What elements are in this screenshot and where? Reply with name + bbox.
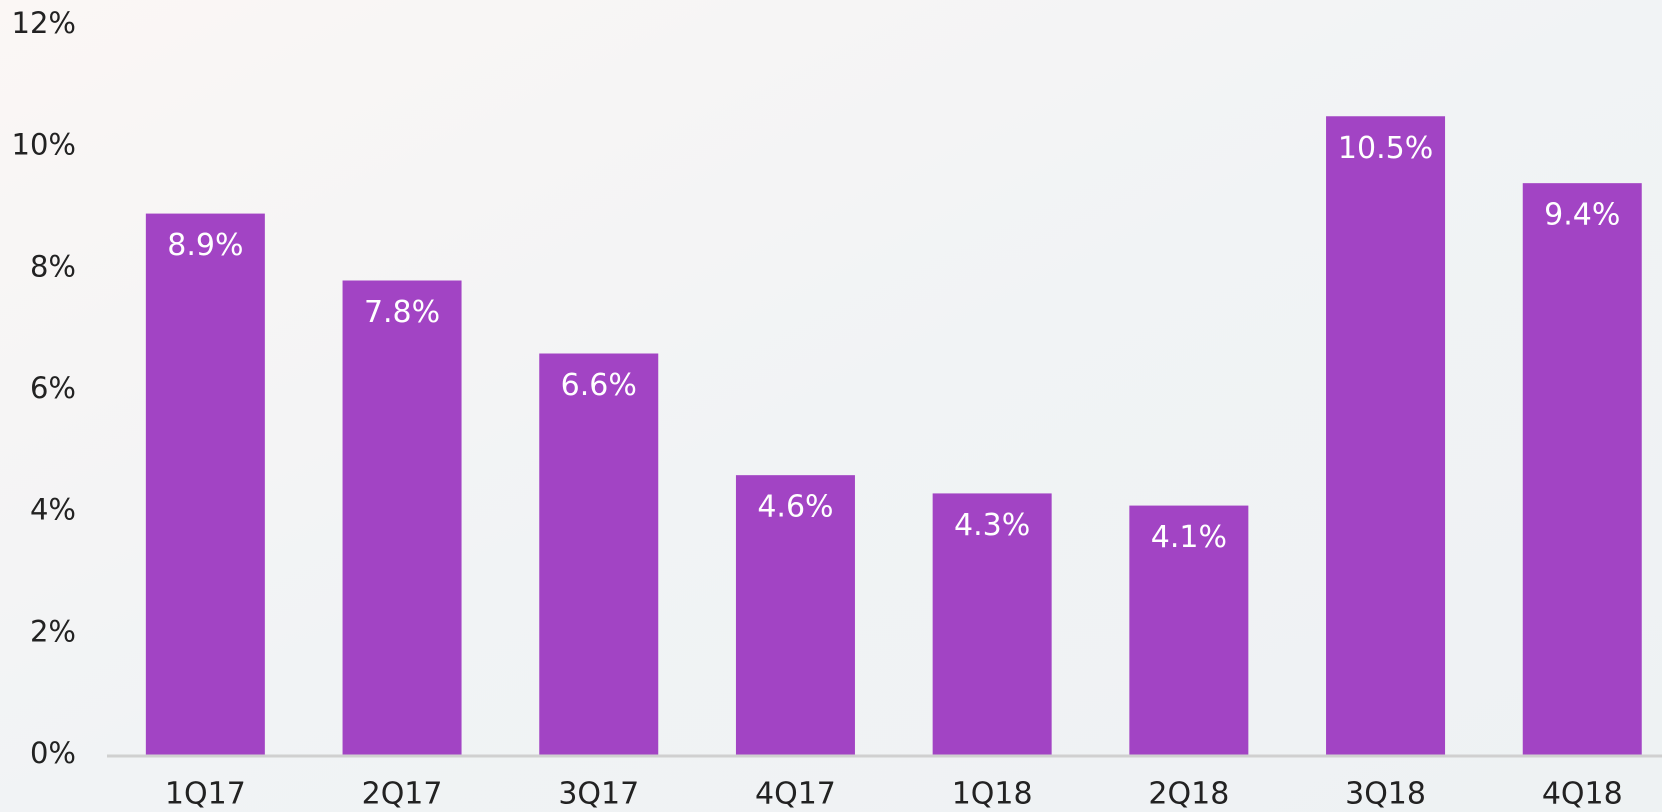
x-tick-label: 4Q17 [755, 777, 836, 812]
y-tick-label: 12% [12, 6, 76, 40]
bar [735, 475, 855, 755]
y-tick-label: 8% [30, 249, 76, 283]
y-tick-label: 2% [30, 614, 76, 648]
y-tick-label: 4% [30, 493, 76, 527]
bar [342, 280, 462, 755]
value-label: 4.3% [954, 508, 1030, 543]
value-label: 6.6% [561, 368, 637, 403]
bar [932, 493, 1052, 755]
y-tick-label: 10% [12, 128, 76, 162]
x-tick-label: 4Q18 [1542, 777, 1623, 812]
bar [1326, 116, 1446, 755]
x-tick-label: 2Q17 [362, 777, 443, 812]
y-tick-label: 0% [30, 736, 76, 770]
value-label: 10.5% [1338, 131, 1433, 166]
x-tick-label: 3Q18 [1345, 777, 1426, 812]
x-tick-label: 3Q17 [558, 777, 639, 812]
x-tick-label: 1Q17 [165, 777, 246, 812]
bar [1129, 505, 1249, 755]
bar [539, 353, 659, 755]
value-label: 9.4% [1544, 198, 1620, 233]
x-tick-label: 2Q18 [1148, 777, 1229, 812]
value-label: 4.6% [757, 490, 833, 525]
value-label: 7.8% [364, 295, 440, 330]
value-label: 4.1% [1151, 520, 1227, 555]
value-label: 8.9% [167, 228, 243, 263]
x-tick-label: 1Q18 [952, 777, 1033, 812]
bar [1522, 183, 1642, 755]
y-tick-label: 6% [30, 371, 76, 405]
bar [145, 213, 265, 756]
